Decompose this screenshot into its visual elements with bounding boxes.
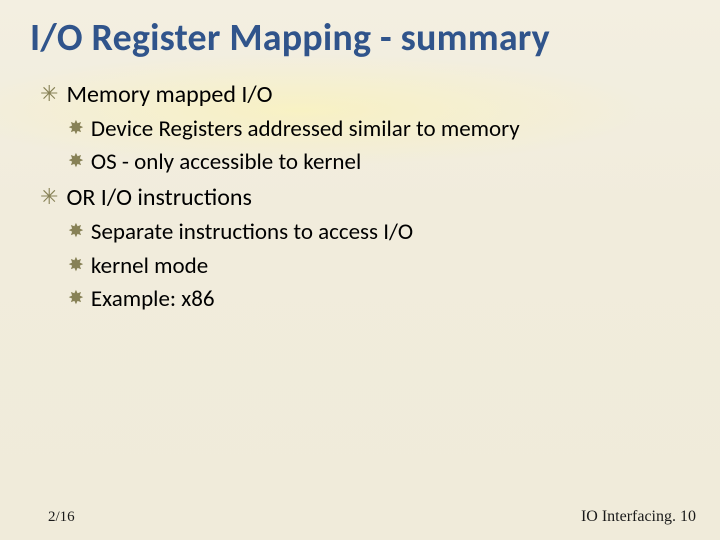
bullet-level2: ✸ kernel mode [68,252,690,281]
star-icon: ✸ [68,115,84,143]
star-icon: ✸ [68,218,84,246]
bullet-text: Memory mapped I/O [66,80,272,111]
bullet-text: OR I/O instructions [66,183,251,214]
bullet-level1: ✳ Memory mapped I/O [40,80,690,111]
star-icon: ✸ [68,148,84,176]
burst-icon: ✳ [40,80,58,108]
footer-date: 2/16 [48,509,75,526]
bullet-text: Device Registers addressed similar to me… [91,115,520,144]
bullet-level2: ✸ OS - only accessible to kernel [68,148,690,177]
slide-title: I/O Register Mapping - summary [30,18,690,60]
bullet-level2: ✸ Device Registers addressed similar to … [68,115,690,144]
bullet-text: OS - only accessible to kernel [91,148,361,177]
bullet-level1: ✳ OR I/O instructions [40,183,690,214]
slide-body: ✳ Memory mapped I/O ✸ Device Registers a… [30,80,690,315]
star-icon: ✸ [68,285,84,313]
bullet-level2: ✸ Example: x86 [68,285,690,314]
burst-icon: ✳ [40,183,58,211]
bullet-text: Example: x86 [91,285,215,314]
bullet-text: kernel mode [91,252,208,281]
slide-footer: 2/16 IO Interfacing. 10 [0,508,720,526]
bullet-level2: ✸ Separate instructions to access I/O [68,218,690,247]
slide: I/O Register Mapping - summary ✳ Memory … [0,0,720,540]
star-icon: ✸ [68,252,84,280]
bullet-text: Separate instructions to access I/O [91,218,413,247]
footer-page-number: IO Interfacing. 10 [581,508,696,526]
